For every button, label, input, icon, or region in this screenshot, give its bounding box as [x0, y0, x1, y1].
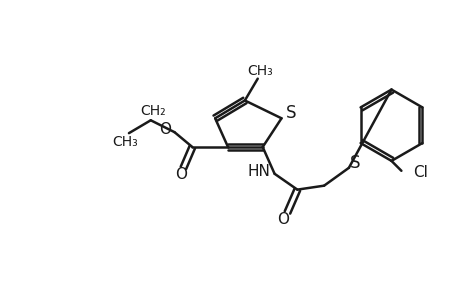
Text: O: O: [277, 212, 289, 227]
Text: CH₂: CH₂: [140, 104, 165, 118]
Text: O: O: [159, 122, 171, 137]
Text: O: O: [175, 167, 187, 182]
Text: S: S: [349, 154, 359, 172]
Text: CH₃: CH₃: [246, 64, 272, 78]
Text: S: S: [285, 104, 296, 122]
Text: HN: HN: [247, 164, 270, 179]
Text: CH₃: CH₃: [112, 135, 138, 149]
Text: Cl: Cl: [412, 165, 427, 180]
